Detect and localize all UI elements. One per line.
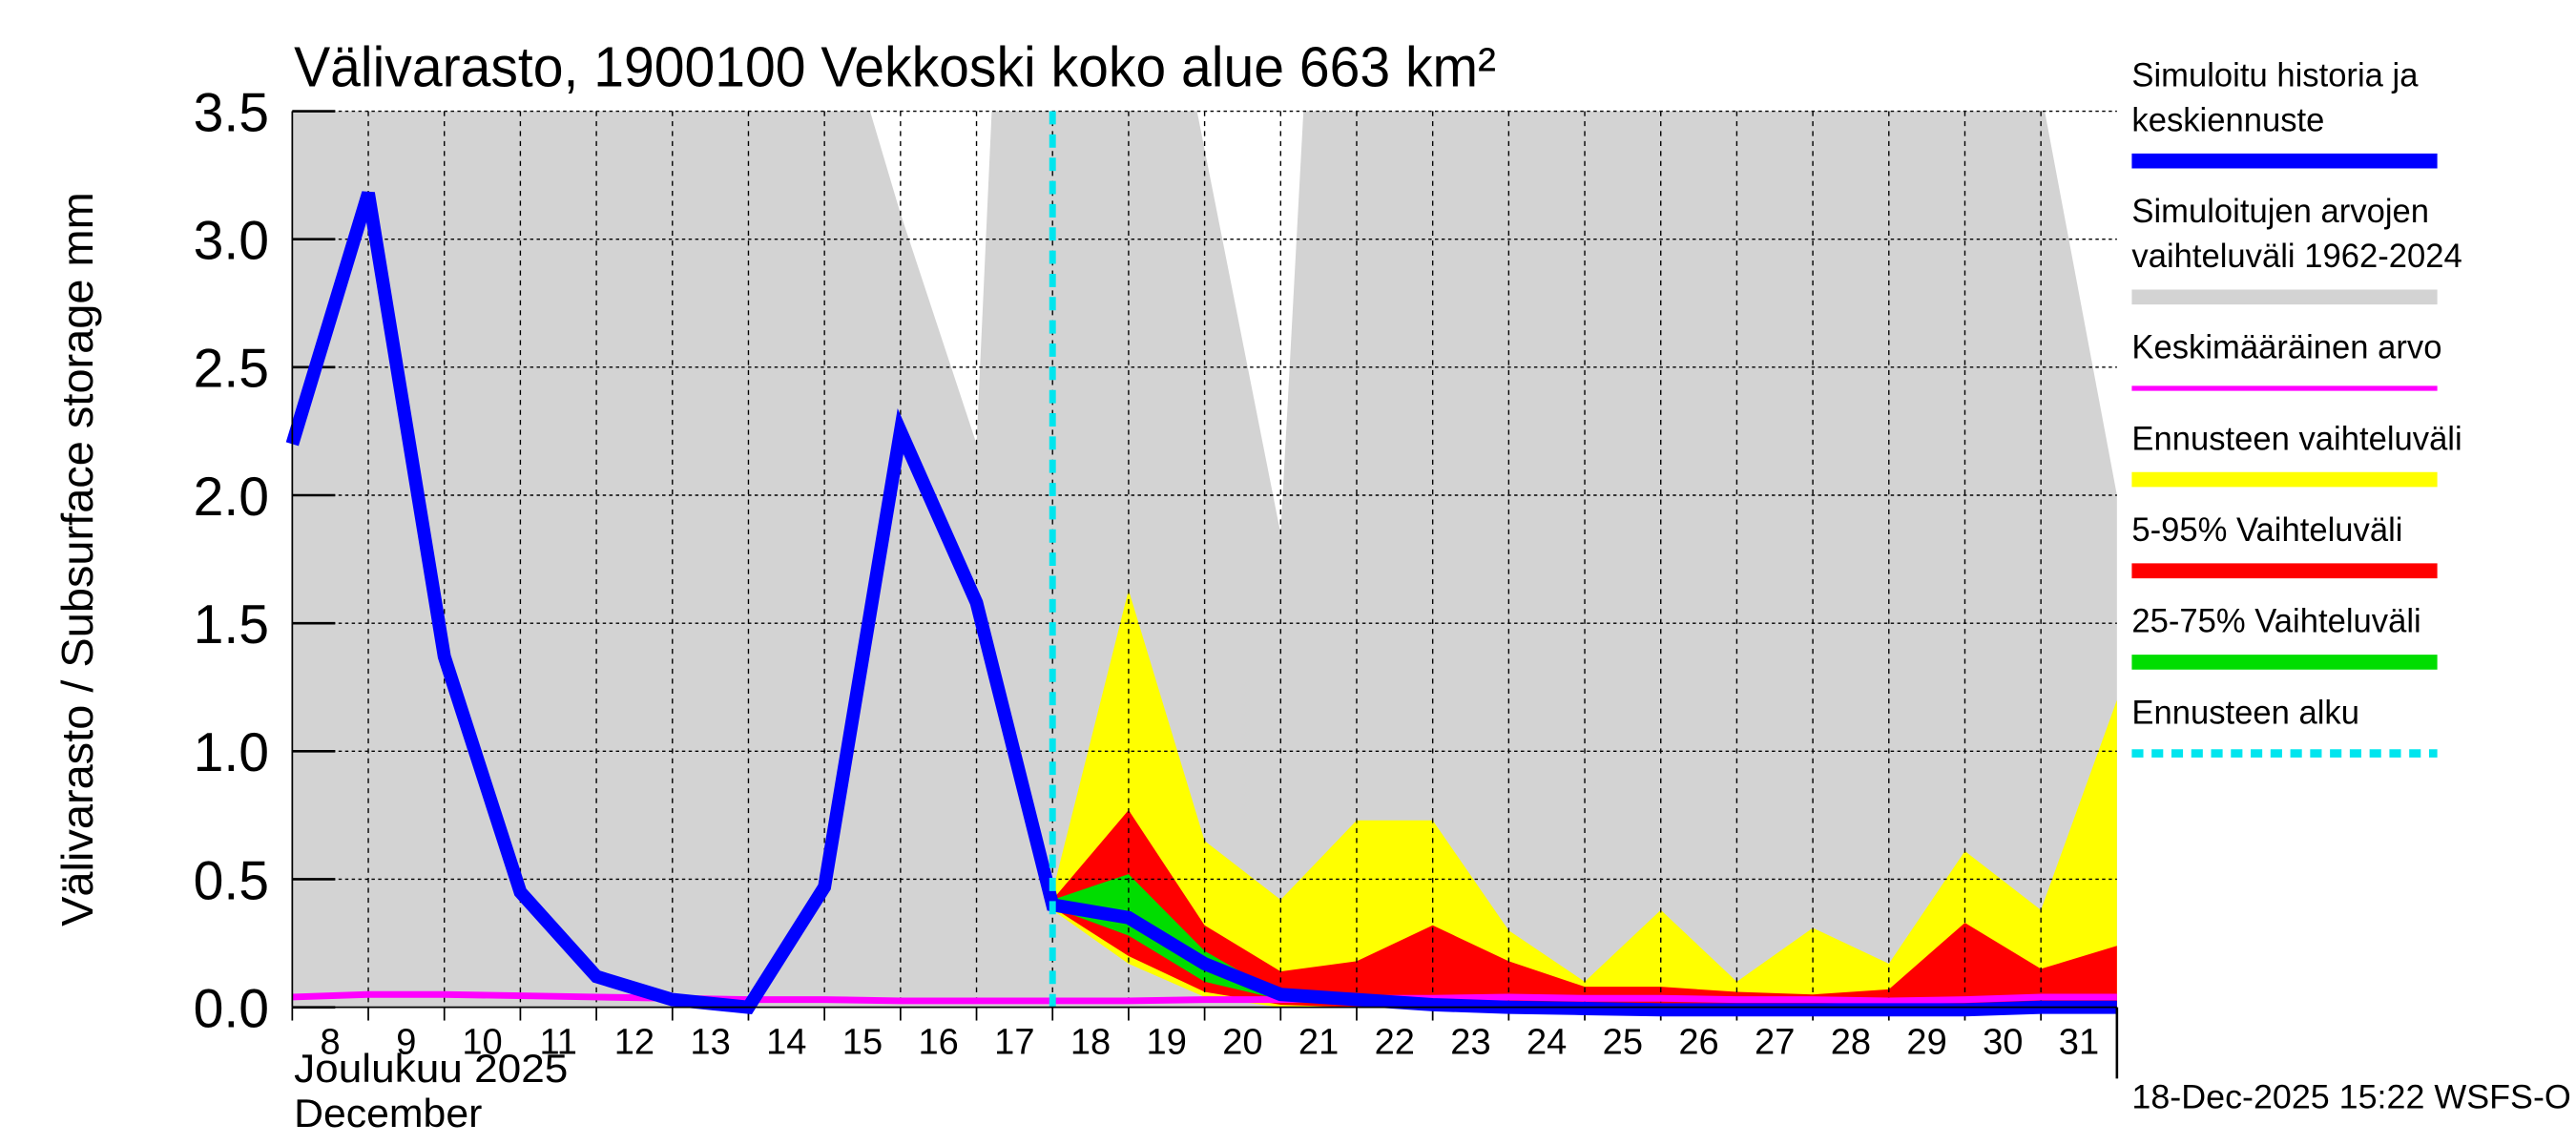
- legend-label: 5-95% Vaihteluväli: [2131, 512, 2402, 549]
- x-tick-label: 26: [1678, 1021, 1718, 1062]
- y-tick-label: 1.0: [194, 722, 269, 783]
- legend-label: Ennusteen alku: [2131, 695, 2359, 731]
- footer-timestamp: 18-Dec-2025 15:22 WSFS-O: [2131, 1080, 2570, 1116]
- x-tick-label: 18: [1070, 1021, 1111, 1062]
- legend-label: vaihteluväli 1962-2024: [2131, 239, 2462, 275]
- legend-label: 25-75% Vaihteluväli: [2131, 604, 2420, 640]
- y-tick-label: 0.5: [194, 850, 269, 911]
- y-tick-label: 1.5: [194, 594, 269, 656]
- x-tick-label: 27: [1755, 1021, 1795, 1062]
- chart-title: Välivarasto, 1900100 Vekkoski koko alue …: [294, 36, 1496, 98]
- band-ennusteen-vaihteluv-li: [1052, 590, 2117, 1008]
- x-axis-label-fi: Joulukuu 2025: [294, 1046, 568, 1091]
- x-tick-label: 28: [1831, 1021, 1871, 1062]
- x-tick-label: 25: [1603, 1021, 1643, 1062]
- band-25-75-vaihteluv-li: [1052, 874, 1357, 1003]
- x-tick-label: 31: [2059, 1021, 2099, 1062]
- x-tick-label: 16: [918, 1021, 958, 1062]
- x-tick-label: 17: [994, 1021, 1034, 1062]
- x-tick-label: 21: [1298, 1021, 1339, 1062]
- legend-label: Simuloitu historia ja: [2131, 57, 2419, 94]
- x-tick-label: 8: [321, 1021, 341, 1062]
- plot-area: 0.0 0.5 1.0 1.5 2.0 2.5 3.0 3.5 8 9 10 11 12 13 14 15 16…: [194, 82, 2119, 1079]
- x-tick-label: 14: [766, 1021, 806, 1062]
- legend-label: Simuloitujen arvojen: [2131, 194, 2429, 230]
- y-tick-label: 0.0: [194, 978, 269, 1039]
- legend: Simuloitu historia ja keskiennuste Simuloi…: [2131, 57, 2462, 758]
- x-tick-label: 13: [690, 1021, 730, 1062]
- x-tick-label: 29: [1906, 1021, 1946, 1062]
- x-tick-label: 22: [1375, 1021, 1415, 1062]
- legend-label: keskiennuste: [2131, 102, 2324, 138]
- band-5-95-vaihteluv-li: [1052, 810, 2117, 1008]
- y-tick-label: 3.5: [194, 82, 269, 143]
- y-tick-label: 3.0: [194, 210, 269, 271]
- x-tick-label: 30: [1983, 1021, 2023, 1062]
- y-tick-label: 2.5: [194, 339, 269, 400]
- series-simuloitu-historia-ja-keskiennuste: [285, 191, 2117, 1017]
- x-tick-label: 12: [614, 1021, 654, 1062]
- x-tick-label: 19: [1147, 1021, 1187, 1062]
- x-tick-label: 9: [396, 1021, 416, 1062]
- x-axis-label-en: December: [294, 1091, 482, 1135]
- y-axis-label: Välivarasto / Subsurface storage mm: [52, 192, 102, 926]
- x-tick-label: 20: [1222, 1021, 1262, 1062]
- x-tick-label: 23: [1450, 1021, 1490, 1062]
- legend-label: Ennusteen vaihteluväli: [2131, 421, 2462, 457]
- x-tick-label: 11: [539, 1021, 577, 1062]
- legend-label: Keskimääräinen arvo: [2131, 330, 2441, 366]
- series-keskim-r-inen-arvo: [292, 990, 2117, 1005]
- x-tick-label: 10: [462, 1021, 502, 1062]
- x-tick-label: 15: [842, 1021, 883, 1062]
- x-tick-label: 24: [1527, 1021, 1567, 1062]
- y-tick-label: 2.0: [194, 467, 269, 528]
